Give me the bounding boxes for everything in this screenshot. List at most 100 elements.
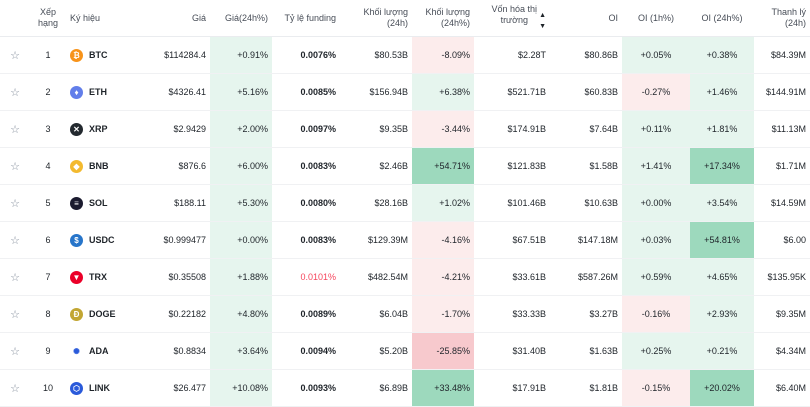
symbol-cell[interactable]: ₿ BTC xyxy=(66,36,134,74)
liquidation-cell: $6.00 xyxy=(754,221,810,259)
rank-cell: 8 xyxy=(30,295,66,333)
oi-24h-header[interactable]: OI (24h%) xyxy=(690,0,754,37)
symbol-label: LINK xyxy=(89,383,110,393)
open-interest-cell: $7.64B xyxy=(550,110,622,148)
liquidation-cell: $6.40M xyxy=(754,369,810,407)
oi-24h-cell: +2.93% xyxy=(690,295,754,333)
volume-change-cell: -1.70% xyxy=(412,295,474,333)
funding-rate-cell: 0.0085% xyxy=(272,73,340,111)
rank-header[interactable]: Xếp hạng xyxy=(30,0,66,37)
symbol-cell[interactable]: ♦ ETH xyxy=(66,73,134,111)
volume-change-cell: -4.16% xyxy=(412,221,474,259)
xrp-icon: ✕ xyxy=(70,122,83,136)
table-row[interactable]: ☆ 6 $ USDC $0.999477 +0.00% 0.0083% $129.39M -4.… xyxy=(0,221,810,259)
volume-change-cell: -3.44% xyxy=(412,110,474,148)
table-row[interactable]: ☆ 7 ▼ TRX $0.35508 +1.88% 0.0101% $482.54M -4.21… xyxy=(0,258,810,296)
favorite-star-icon[interactable]: ☆ xyxy=(0,295,30,333)
table-row[interactable]: ☆ 1 ₿ BTC $114284.4 +0.91% 0.0076% $80.53B -8.09… xyxy=(0,36,810,74)
symbol-cell[interactable]: ▼ TRX xyxy=(66,258,134,296)
liquidation-header[interactable]: Thanh lý (24h) xyxy=(754,0,810,37)
symbol-cell[interactable]: ✺ ADA xyxy=(66,332,134,370)
volume-change-cell: -8.09% xyxy=(412,36,474,74)
tron-icon: ▼ xyxy=(70,270,83,284)
oi-1h-cell: +0.59% xyxy=(622,258,690,296)
open-interest-cell: $587.26M xyxy=(550,258,622,296)
liquidation-cell: $9.35M xyxy=(754,295,810,333)
price-change-cell: +1.88% xyxy=(210,258,272,296)
volume-change-header[interactable]: Khối lượng (24h%) xyxy=(412,0,474,37)
funding-rate-cell: 0.0076% xyxy=(272,36,340,74)
usdc-icon: $ xyxy=(70,233,83,247)
symbol-cell[interactable]: $ USDC xyxy=(66,221,134,259)
price-header[interactable]: Giá xyxy=(134,0,210,37)
rank-cell: 10 xyxy=(30,369,66,407)
table-row[interactable]: ☆ 2 ♦ ETH $4326.41 +5.16% 0.0085% $156.94B +6.38… xyxy=(0,73,810,111)
favorite-star-icon[interactable]: ☆ xyxy=(0,221,30,259)
table-row[interactable]: ☆ 8 Ð DOGE $0.22182 +4.80% 0.0089% $6.04B -1.70%… xyxy=(0,295,810,333)
volume-header[interactable]: Khối lượng (24h) xyxy=(340,0,412,37)
table-row[interactable]: ☆ 9 ✺ ADA $0.8834 +3.64% 0.0094% $5.20B -25.85% $… xyxy=(0,332,810,370)
favorite-star-icon[interactable]: ☆ xyxy=(0,258,30,296)
symbol-label: SOL xyxy=(89,198,108,208)
price-change-cell: +6.00% xyxy=(210,147,272,185)
volume-cell: $6.04B xyxy=(340,295,412,333)
bitcoin-icon: ₿ xyxy=(70,48,83,62)
price-cell: $26.477 xyxy=(134,369,210,407)
price-change-cell: +4.80% xyxy=(210,295,272,333)
funding-rate-cell: 0.0083% xyxy=(272,221,340,259)
favorite-star-icon[interactable]: ☆ xyxy=(0,184,30,222)
liquidation-cell: $135.95K xyxy=(754,258,810,296)
price-cell: $876.6 xyxy=(134,147,210,185)
table-row[interactable]: ☆ 4 ◆ BNB $876.6 +6.00% 0.0083% $2.46B +54.71% $1… xyxy=(0,147,810,185)
symbol-cell[interactable]: ✕ XRP xyxy=(66,110,134,148)
symbol-label: BNB xyxy=(89,161,109,171)
open-interest-cell: $1.81B xyxy=(550,369,622,407)
price-change-cell: +5.16% xyxy=(210,73,272,111)
rank-cell: 9 xyxy=(30,332,66,370)
symbol-header[interactable]: Ký hiệu xyxy=(66,0,134,37)
oi-24h-cell: +17.34% xyxy=(690,147,754,185)
oi-24h-cell: +1.46% xyxy=(690,73,754,111)
oi-24h-cell: +4.65% xyxy=(690,258,754,296)
price-cell: $0.999477 xyxy=(134,221,210,259)
price-change-cell: +0.91% xyxy=(210,36,272,74)
bnb-icon: ◆ xyxy=(70,159,83,173)
open-interest-cell: $3.27B xyxy=(550,295,622,333)
favorite-star-icon[interactable]: ☆ xyxy=(0,369,30,407)
solana-icon: ≡ xyxy=(70,196,83,210)
price-cell: $0.35508 xyxy=(134,258,210,296)
price-change-header[interactable]: Giá(24h%) xyxy=(210,0,272,37)
price-cell: $0.22182 xyxy=(134,295,210,333)
favorite-column-header xyxy=(0,0,30,37)
funding-rate-cell: 0.0097% xyxy=(272,110,340,148)
symbol-cell[interactable]: ⬡ LINK xyxy=(66,369,134,407)
volume-cell: $129.39M xyxy=(340,221,412,259)
favorite-star-icon[interactable]: ☆ xyxy=(0,36,30,74)
symbol-label: DOGE xyxy=(89,309,116,319)
table-row[interactable]: ☆ 10 ⬡ LINK $26.477 +10.08% 0.0093% $6.89B +33.4… xyxy=(0,369,810,407)
favorite-star-icon[interactable]: ☆ xyxy=(0,110,30,148)
open-interest-header[interactable]: OI xyxy=(550,0,622,37)
liquidation-cell: $84.39M xyxy=(754,36,810,74)
favorite-star-icon[interactable]: ☆ xyxy=(0,147,30,185)
sort-icon[interactable]: ▲ ▼ xyxy=(539,11,546,30)
symbol-label: ETH xyxy=(89,87,107,97)
oi-1h-header[interactable]: OI (1h%) xyxy=(622,0,690,37)
table-row[interactable]: ☆ 5 ≡ SOL $188.11 +5.30% 0.0080% $28.16B +1.02% $… xyxy=(0,184,810,222)
funding-rate-cell: 0.0080% xyxy=(272,184,340,222)
volume-cell: $6.89B xyxy=(340,369,412,407)
symbol-label: USDC xyxy=(89,235,115,245)
symbol-cell[interactable]: Ð DOGE xyxy=(66,295,134,333)
symbol-cell[interactable]: ≡ SOL xyxy=(66,184,134,222)
volume-cell: $482.54M xyxy=(340,258,412,296)
market-cap-cell: $2.28T xyxy=(474,36,550,74)
symbol-label: XRP xyxy=(89,124,108,134)
funding-rate-header[interactable]: Tỷ lệ funding xyxy=(272,0,340,37)
favorite-star-icon[interactable]: ☆ xyxy=(0,73,30,111)
rank-cell: 3 xyxy=(30,110,66,148)
symbol-cell[interactable]: ◆ BNB xyxy=(66,147,134,185)
favorite-star-icon[interactable]: ☆ xyxy=(0,332,30,370)
table-row[interactable]: ☆ 3 ✕ XRP $2.9429 +2.00% 0.0097% $9.35B -3.44% $1… xyxy=(0,110,810,148)
market-cap-header[interactable]: Vốn hóa thị trường ▲ ▼ xyxy=(474,0,550,37)
